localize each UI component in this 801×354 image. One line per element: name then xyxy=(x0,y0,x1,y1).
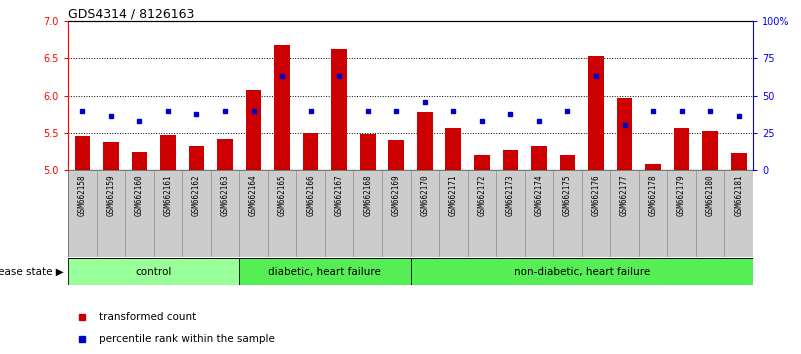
Bar xyxy=(638,170,667,257)
Bar xyxy=(667,170,696,257)
Text: GSM662177: GSM662177 xyxy=(620,174,629,216)
Bar xyxy=(274,45,290,170)
Bar xyxy=(525,170,553,257)
Bar xyxy=(154,170,182,257)
Text: non-diabetic, heart failure: non-diabetic, heart failure xyxy=(513,267,650,277)
Bar xyxy=(582,170,610,257)
Bar xyxy=(445,127,461,170)
Text: GSM662161: GSM662161 xyxy=(163,174,172,216)
Bar xyxy=(410,170,439,257)
Text: GSM662168: GSM662168 xyxy=(363,174,372,216)
Bar xyxy=(617,98,632,170)
Text: GSM662178: GSM662178 xyxy=(649,174,658,216)
Bar xyxy=(296,170,325,257)
Bar xyxy=(553,170,582,257)
Text: GSM662166: GSM662166 xyxy=(306,174,315,216)
Bar xyxy=(332,49,347,170)
Text: GSM662171: GSM662171 xyxy=(449,174,458,216)
Bar xyxy=(239,170,268,257)
Bar xyxy=(410,258,753,285)
Text: GDS4314 / 8126163: GDS4314 / 8126163 xyxy=(68,7,195,20)
Bar xyxy=(239,258,410,285)
Bar xyxy=(496,170,525,257)
Bar xyxy=(131,152,147,170)
Bar xyxy=(560,155,575,170)
Text: percentile rank within the sample: percentile rank within the sample xyxy=(99,334,275,344)
Bar xyxy=(353,170,382,257)
Text: GSM662159: GSM662159 xyxy=(107,174,115,216)
Bar xyxy=(189,146,204,170)
Text: GSM662163: GSM662163 xyxy=(220,174,230,216)
Bar xyxy=(74,136,91,170)
Bar xyxy=(303,133,319,170)
Text: GSM662165: GSM662165 xyxy=(278,174,287,216)
Bar xyxy=(125,170,154,257)
Text: GSM662158: GSM662158 xyxy=(78,174,87,216)
Bar xyxy=(103,142,119,170)
Text: GSM662181: GSM662181 xyxy=(735,174,743,216)
Text: transformed count: transformed count xyxy=(99,312,196,322)
Bar xyxy=(211,170,239,257)
Bar xyxy=(388,140,404,170)
Bar xyxy=(588,56,604,170)
Bar xyxy=(160,135,175,170)
Bar xyxy=(417,112,433,170)
Bar xyxy=(68,258,239,285)
Bar xyxy=(531,146,547,170)
Bar xyxy=(674,127,690,170)
Bar xyxy=(702,131,718,170)
Bar xyxy=(325,170,353,257)
Bar xyxy=(382,170,410,257)
Text: GSM662172: GSM662172 xyxy=(477,174,486,216)
Bar xyxy=(182,170,211,257)
Text: GSM662180: GSM662180 xyxy=(706,174,714,216)
Bar xyxy=(724,170,753,257)
Bar xyxy=(268,170,296,257)
Bar xyxy=(468,170,496,257)
Text: GSM662167: GSM662167 xyxy=(335,174,344,216)
Bar xyxy=(646,164,661,170)
Text: disease state ▶: disease state ▶ xyxy=(0,267,64,277)
Text: control: control xyxy=(135,267,172,277)
Bar xyxy=(360,134,376,170)
Text: GSM662175: GSM662175 xyxy=(563,174,572,216)
Text: GSM662169: GSM662169 xyxy=(392,174,400,216)
Text: GSM662173: GSM662173 xyxy=(506,174,515,216)
Bar xyxy=(246,90,261,170)
Text: GSM662162: GSM662162 xyxy=(192,174,201,216)
Bar xyxy=(68,170,97,257)
Bar xyxy=(696,170,724,257)
Bar xyxy=(439,170,468,257)
Bar xyxy=(97,170,125,257)
Text: GSM662164: GSM662164 xyxy=(249,174,258,216)
Text: GSM662174: GSM662174 xyxy=(534,174,543,216)
Bar xyxy=(610,170,638,257)
Bar xyxy=(731,153,747,170)
Text: GSM662179: GSM662179 xyxy=(677,174,686,216)
Bar xyxy=(217,139,233,170)
Text: GSM662176: GSM662176 xyxy=(591,174,601,216)
Text: diabetic, heart failure: diabetic, heart failure xyxy=(268,267,381,277)
Text: GSM662170: GSM662170 xyxy=(421,174,429,216)
Bar xyxy=(502,150,518,170)
Text: GSM662160: GSM662160 xyxy=(135,174,144,216)
Bar xyxy=(474,155,489,170)
